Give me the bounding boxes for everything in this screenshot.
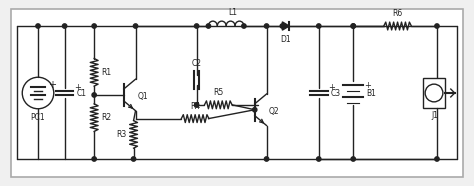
Circle shape [280, 24, 284, 28]
Circle shape [63, 24, 67, 28]
Circle shape [92, 24, 96, 28]
Circle shape [317, 157, 321, 161]
Polygon shape [283, 22, 289, 30]
Circle shape [253, 108, 257, 112]
Text: B1: B1 [366, 89, 376, 97]
Text: R2: R2 [101, 113, 111, 122]
Text: R1: R1 [101, 68, 111, 77]
Circle shape [242, 24, 246, 28]
Circle shape [194, 24, 199, 28]
Circle shape [133, 24, 138, 28]
Circle shape [92, 93, 96, 97]
Text: PC1: PC1 [31, 113, 46, 122]
Text: +: + [48, 80, 56, 90]
Text: R3: R3 [117, 130, 127, 139]
Text: R4: R4 [190, 102, 200, 111]
Text: J1: J1 [431, 111, 438, 120]
Circle shape [351, 24, 356, 28]
Circle shape [317, 24, 321, 28]
Circle shape [131, 157, 136, 161]
Text: D1: D1 [281, 35, 291, 44]
Circle shape [194, 103, 199, 107]
Circle shape [351, 157, 356, 161]
FancyBboxPatch shape [11, 9, 463, 177]
Text: R6: R6 [392, 9, 403, 18]
Text: Q2: Q2 [269, 107, 279, 116]
Text: +: + [364, 81, 371, 90]
Text: +: + [328, 83, 336, 92]
Circle shape [36, 24, 40, 28]
Text: L1: L1 [228, 8, 237, 17]
Text: C2: C2 [191, 59, 201, 68]
Text: +: + [74, 83, 82, 92]
Circle shape [206, 24, 210, 28]
Circle shape [264, 157, 269, 161]
Circle shape [435, 24, 439, 28]
Text: Q1: Q1 [137, 92, 148, 101]
Text: R5: R5 [213, 88, 223, 97]
Text: C3: C3 [330, 89, 341, 97]
Bar [423, 78, 445, 108]
Circle shape [92, 157, 96, 161]
Circle shape [435, 157, 439, 161]
Text: C1: C1 [76, 89, 86, 97]
Circle shape [351, 24, 356, 28]
Circle shape [264, 24, 269, 28]
